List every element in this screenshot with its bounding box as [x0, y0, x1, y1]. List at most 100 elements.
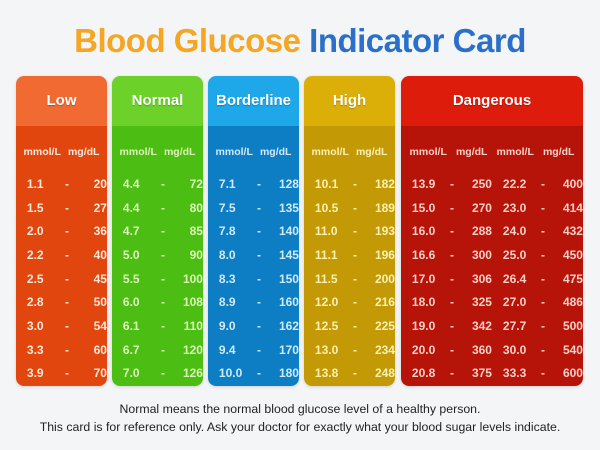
- value-row: 7.8 - 140: [208, 219, 299, 243]
- value-pair: 7.0 - 126: [112, 366, 203, 380]
- mgdl-value: 100: [182, 271, 203, 286]
- mmol-value: 2.5: [26, 271, 44, 286]
- mgdl-value: 170: [278, 342, 299, 357]
- column-header: High: [304, 76, 395, 126]
- mmol-value: 20.0: [411, 342, 436, 357]
- separator: -: [64, 247, 69, 262]
- mmol-value: 26.4: [502, 271, 527, 286]
- mgdl-value: 27: [93, 200, 107, 215]
- value-row: 16.0-288 24.0-432: [401, 219, 583, 243]
- separator: -: [540, 200, 545, 215]
- mmol-value: 19.0: [411, 318, 436, 333]
- mgdl-value: 325: [471, 295, 492, 310]
- mgdl-value: 540: [562, 342, 583, 357]
- mmol-value: 24.0: [502, 224, 527, 239]
- mmol-value: 17.0: [411, 271, 436, 286]
- mgdl-value: 120: [182, 342, 203, 357]
- mgdl-value: 288: [471, 224, 492, 239]
- separator: -: [352, 342, 357, 357]
- mmol-value: 1.1: [26, 176, 44, 191]
- value-pair: 27.0- 486: [492, 295, 583, 309]
- value-pair: 2.5 - 45: [16, 272, 107, 286]
- value-pair: 8.3 - 150: [208, 272, 299, 286]
- mgdl-value: 60: [93, 342, 107, 357]
- value-pair: 4.4 - 72: [112, 177, 203, 191]
- unit-label: mg/dL: [355, 146, 388, 158]
- mgdl-value: 162: [278, 318, 299, 333]
- separator: -: [256, 342, 261, 357]
- mmol-value: 20.8: [411, 366, 436, 381]
- value-row: 2.5 - 45: [16, 267, 107, 291]
- value-pair: 13.0- 234: [304, 343, 395, 357]
- value-rows: 1.1 - 20 1.5 - 27 2.0 - 36 2.2 - 40 2.5 - 45 2.8 - 50 3.0 -…: [16, 162, 107, 385]
- value-rows: 13.9-250 22.2-400 15.0-270 23.0-414 16.0-288…: [401, 162, 583, 385]
- separator: -: [64, 224, 69, 239]
- mmol-value: 7.8: [218, 224, 236, 239]
- separator: -: [540, 366, 545, 381]
- mmol-value: 9.4: [218, 342, 236, 357]
- mmol-value: 12.0: [314, 295, 339, 310]
- value-pair: 13.8- 248: [304, 366, 395, 380]
- mgdl-value: 342: [471, 318, 492, 333]
- separator: -: [352, 200, 357, 215]
- value-row: 10.0- 180: [208, 362, 299, 386]
- separator: -: [64, 200, 69, 215]
- separator: -: [352, 224, 357, 239]
- value-row: 13.0- 234: [304, 338, 395, 362]
- separator: -: [449, 176, 454, 191]
- value-row: 6.7 - 120: [112, 338, 203, 362]
- separator: -: [449, 342, 454, 357]
- footer-note-normal: Normal means the normal blood glucose le…: [119, 402, 481, 416]
- column-body: mmol/L mg/dL 1.1 - 20 1.5 - 27 2.0 - 36 2.2 - 40 2.5 - 4…: [16, 126, 107, 386]
- value-pair: 23.0- 414: [492, 201, 583, 215]
- value-row: 7.1 - 128: [208, 172, 299, 196]
- mmol-value: 23.0: [502, 200, 527, 215]
- separator: -: [160, 295, 165, 310]
- value-pair: 6.7 - 120: [112, 343, 203, 357]
- mmol-value: 13.0: [314, 342, 339, 357]
- mmol-value: 5.0: [122, 247, 140, 262]
- mmol-value: 25.0: [502, 247, 527, 262]
- separator: -: [540, 342, 545, 357]
- separator: -: [256, 318, 261, 333]
- value-pair: 3.0 - 54: [16, 319, 107, 333]
- value-pair: 17.0- 306: [401, 272, 492, 286]
- value-row: 16.6-300 25.0-450: [401, 243, 583, 267]
- mgdl-value: 600: [562, 366, 583, 381]
- separator: -: [160, 366, 165, 381]
- value-row: 1.5 - 27: [16, 196, 107, 220]
- value-pair: 16.6- 300: [401, 248, 492, 262]
- column-header: Normal: [112, 76, 203, 126]
- mmol-value: 6.1: [122, 318, 140, 333]
- mmol-value: 2.2: [26, 247, 44, 262]
- mgdl-value: 216: [374, 295, 395, 310]
- value-rows: 10.1-182 10.5-189 11.0-193 11.1-196 11.5-200…: [304, 162, 395, 385]
- value-pair: 8.0 - 145: [208, 248, 299, 262]
- separator: -: [64, 366, 69, 381]
- mmol-value: 1.5: [26, 200, 44, 215]
- column-header: Borderline: [208, 76, 299, 126]
- separator: -: [352, 366, 357, 381]
- column-header: Low: [16, 76, 107, 126]
- value-pair: 3.3 - 60: [16, 343, 107, 357]
- value-rows: 7.1-128 7.5-135 7.8-140 8.0-145 8.3-150 8.9-1…: [208, 162, 299, 385]
- separator: -: [64, 318, 69, 333]
- value-pair: 26.4- 475: [492, 272, 583, 286]
- value-pair: 7.5 - 135: [208, 201, 299, 215]
- mmol-value: 2.0: [26, 224, 44, 239]
- mmol-value: 22.2: [502, 176, 527, 191]
- unit-label: mg/dL: [259, 146, 292, 158]
- mgdl-value: 450: [562, 247, 583, 262]
- value-pair: 24.0- 432: [492, 224, 583, 238]
- column-body: mmol/L mg/dL 4.4 - 72 4.4 - 80 4.7 - 85 5.0 - 90 5.5 - 1…: [112, 126, 203, 386]
- mmol-value: 3.3: [26, 342, 44, 357]
- mmol-value: 33.3: [502, 366, 527, 381]
- mmol-value: 13.9: [411, 176, 436, 191]
- mgdl-value: 20: [93, 176, 107, 191]
- value-pair: 11.1- 196: [304, 248, 395, 262]
- value-row: 9.4 - 170: [208, 338, 299, 362]
- mmol-value: 16.0: [411, 224, 436, 239]
- range-column-normal: Normal mmol/L mg/dL 4.4 - 72 4.4 - 80 4.7 - 85 5.0 - 9…: [112, 76, 203, 386]
- value-row: 4.4 - 80: [112, 196, 203, 220]
- value-pair: 12.5- 225: [304, 319, 395, 333]
